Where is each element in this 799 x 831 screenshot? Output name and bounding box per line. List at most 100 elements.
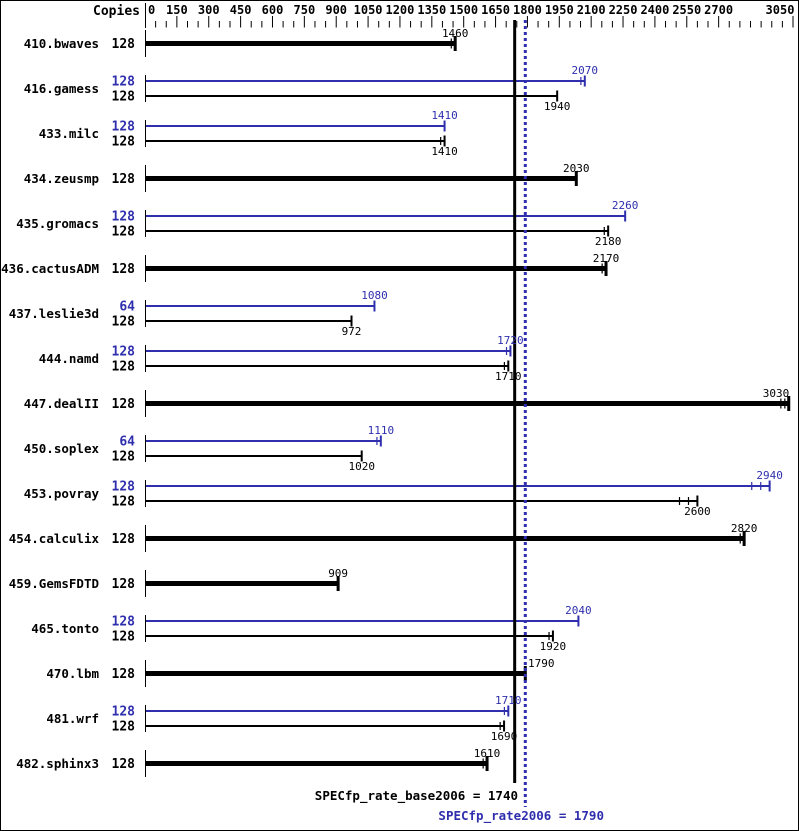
benchmark-label: 453.povray — [24, 486, 100, 501]
bar-run-tick — [760, 482, 762, 490]
copies-value: 128 — [112, 75, 136, 90]
bar-run-tick — [450, 38, 452, 49]
bar-end-cap — [583, 75, 586, 87]
bar-end-cap — [551, 630, 554, 642]
copies-value: 128 — [112, 615, 136, 630]
bar-value-label: 1720 — [497, 334, 524, 347]
bar-run-tick — [503, 707, 506, 715]
axis-label: 900 — [325, 3, 347, 17]
bar-value-label: 2170 — [593, 252, 620, 265]
axis-label: 1050 — [354, 3, 383, 17]
bar-end-cap — [507, 360, 510, 372]
benchmark-label: 447.dealII — [24, 396, 99, 411]
copies-value: 128 — [112, 37, 136, 52]
benchmark-label: 435.gromacs — [16, 216, 99, 231]
bar-value-label: 1410 — [431, 145, 458, 158]
bar-end-cap — [453, 36, 457, 51]
copies-value: 128 — [112, 630, 136, 645]
bar-end-cap — [768, 480, 771, 492]
bar-value-label: 1110 — [368, 424, 395, 437]
axis-label: 1350 — [417, 3, 446, 17]
benchmark-label: 436.cactusADM — [1, 261, 99, 276]
bars-layer — [145, 30, 791, 777]
copies-value: 128 — [112, 120, 136, 135]
benchmark-label: 434.zeusmp — [24, 171, 99, 186]
bar-value-label: 2260 — [612, 199, 639, 212]
benchmark-label: 481.wrf — [46, 711, 99, 726]
copies-column-header: Copies — [93, 4, 140, 19]
benchmark-label: 450.soplex — [24, 441, 100, 456]
benchmark-label: 416.gamess — [24, 81, 99, 96]
copies-value: 128 — [112, 757, 136, 772]
copies-value: 128 — [112, 577, 136, 592]
bar-value-label: 972 — [342, 325, 362, 338]
copies-value: 128 — [112, 720, 136, 735]
bar-run-tick — [482, 758, 484, 769]
bar-end-cap — [604, 261, 608, 276]
copies-value: 128 — [112, 705, 136, 720]
bar-end-cap — [379, 435, 382, 447]
bar-end-cap — [607, 225, 610, 237]
bar-end-cap — [507, 705, 510, 717]
copies-value: 128 — [112, 210, 136, 225]
bar-run-tick — [751, 482, 753, 490]
bar-end-cap — [373, 300, 376, 312]
bar-run-tick — [503, 362, 506, 370]
benchmark-label: 470.lbm — [46, 666, 99, 681]
copies-value: 128 — [112, 90, 136, 105]
bar-run-tick — [739, 533, 741, 544]
axis-label: 0 — [148, 3, 155, 17]
bar-value-label: 3030 — [763, 387, 790, 400]
bar-end-cap — [523, 666, 527, 681]
bar-run-tick — [784, 398, 786, 409]
copies-value: 128 — [112, 480, 136, 495]
footer-base-result-label: SPECfp_rate_base2006 = 1740 — [315, 788, 518, 804]
benchmark-label: 437.leslie3d — [9, 306, 99, 321]
bar-run-tick — [440, 137, 442, 145]
axis-label: 750 — [294, 3, 316, 17]
axis-label: 2400 — [640, 3, 669, 17]
bar-end-cap — [485, 756, 489, 771]
footer-peak-result-label: SPECfp_rate2006 = 1790 — [438, 808, 604, 824]
bar-end-cap — [577, 615, 580, 627]
copies-value: 64 — [119, 300, 135, 315]
benchmark-label: 444.namd — [39, 351, 99, 366]
bar-value-label: 1920 — [540, 640, 567, 653]
copies-value: 128 — [112, 345, 136, 360]
copies-value: 128 — [112, 450, 136, 465]
copies-value: 128 — [112, 225, 136, 240]
bar-run-tick — [505, 347, 508, 355]
axis-label: 1200 — [385, 3, 414, 17]
benchmark-label: 459.GemsFDTD — [9, 576, 99, 591]
bar-run-tick — [376, 437, 378, 445]
bar-end-cap — [742, 531, 746, 546]
axis-label: 2550 — [672, 3, 701, 17]
bar-end-cap — [509, 345, 512, 357]
copies-value: 128 — [112, 262, 136, 277]
bar-value-label: 2940 — [756, 469, 783, 482]
axis-label: 1950 — [545, 3, 574, 17]
bar-value-label: 2820 — [731, 522, 758, 535]
bar-end-cap — [336, 576, 340, 591]
copies-value: 128 — [112, 172, 136, 187]
bar-value-label: 2070 — [572, 64, 599, 77]
bar-end-cap — [360, 450, 363, 462]
copies-value: 128 — [112, 397, 136, 412]
reference-lines-layer — [513, 20, 527, 807]
bar-value-label: 1020 — [348, 460, 375, 473]
copies-value: 128 — [112, 532, 136, 547]
axis-label: 1800 — [513, 3, 542, 17]
bar-end-cap — [574, 171, 578, 186]
benchmark-label: 454.calculix — [9, 531, 100, 546]
bar-run-tick — [548, 632, 550, 640]
bar-end-cap — [556, 90, 559, 102]
axis-label: 2250 — [609, 3, 638, 17]
axis-label: 1650 — [481, 3, 510, 17]
bar-value-label: 1080 — [361, 289, 388, 302]
benchmark-label: 465.tonto — [31, 621, 99, 636]
axis-label: 300 — [198, 3, 220, 17]
bar-value-label: 1790 — [528, 657, 555, 670]
bar-value-label: 2180 — [595, 235, 622, 248]
